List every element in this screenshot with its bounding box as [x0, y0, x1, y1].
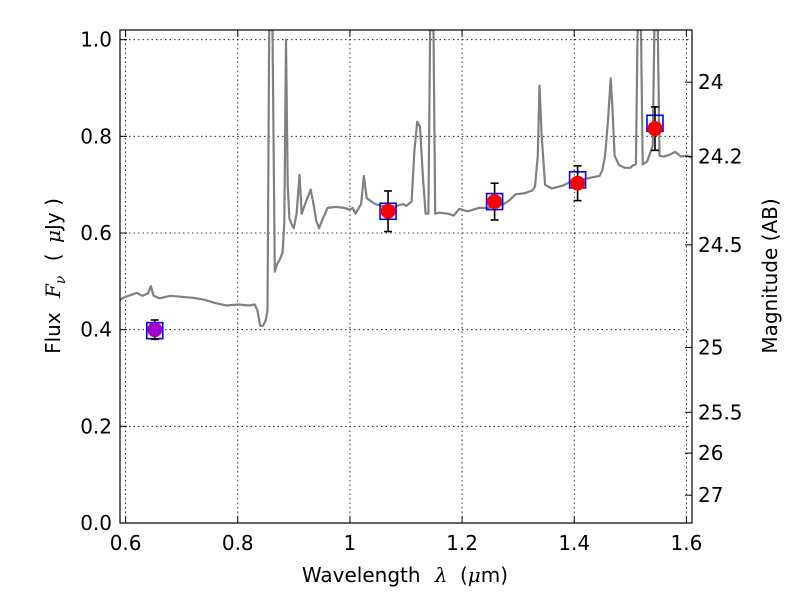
model-spectrum [120, 30, 692, 327]
y-axis-title: Flux Fν ( μJy ) [41, 198, 70, 354]
y-tick-label: 0.6 [80, 221, 112, 245]
mag-tick-label: 26 [698, 441, 723, 465]
y-tick-label: 0.0 [80, 511, 112, 535]
grid-lines [120, 30, 692, 523]
right-axis-title: Magnitude (AB) [758, 198, 782, 353]
mag-tick-label: 24.2 [698, 144, 743, 168]
x-tick-label: 1.4 [558, 531, 590, 555]
axis-ticks: 0.6 0.8 1 1.2 1.4 1.6 0.0 0.2 0.4 0.6 0.8 1.0 24 24.2… [80, 28, 742, 555]
x-tick-label: 1.2 [446, 531, 478, 555]
data-point [147, 322, 163, 338]
data-point [380, 203, 396, 219]
mag-tick-label: 24.5 [698, 233, 743, 257]
data-point [647, 121, 663, 137]
x-axis-title: Wavelength λ (μm) [302, 563, 508, 587]
data-point [570, 175, 586, 191]
x-tick-label: 0.8 [222, 531, 254, 555]
data-point [487, 194, 503, 210]
spectrum-line [120, 30, 692, 327]
y-tick-label: 0.8 [80, 124, 112, 148]
mag-tick-label: 27 [698, 483, 723, 507]
mag-tick-label: 25.5 [698, 400, 743, 424]
plot-frame [119, 29, 693, 524]
mag-tick-label: 24 [698, 70, 723, 94]
x-tick-label: 0.6 [110, 531, 142, 555]
y-tick-label: 1.0 [80, 28, 112, 52]
x-tick-label: 1.6 [670, 531, 702, 555]
x-tick-label: 1 [344, 531, 357, 555]
observed-photometry [147, 106, 663, 341]
y-tick-label: 0.2 [80, 414, 112, 438]
y-tick-label: 0.4 [80, 318, 112, 342]
mag-tick-label: 25 [698, 336, 723, 360]
